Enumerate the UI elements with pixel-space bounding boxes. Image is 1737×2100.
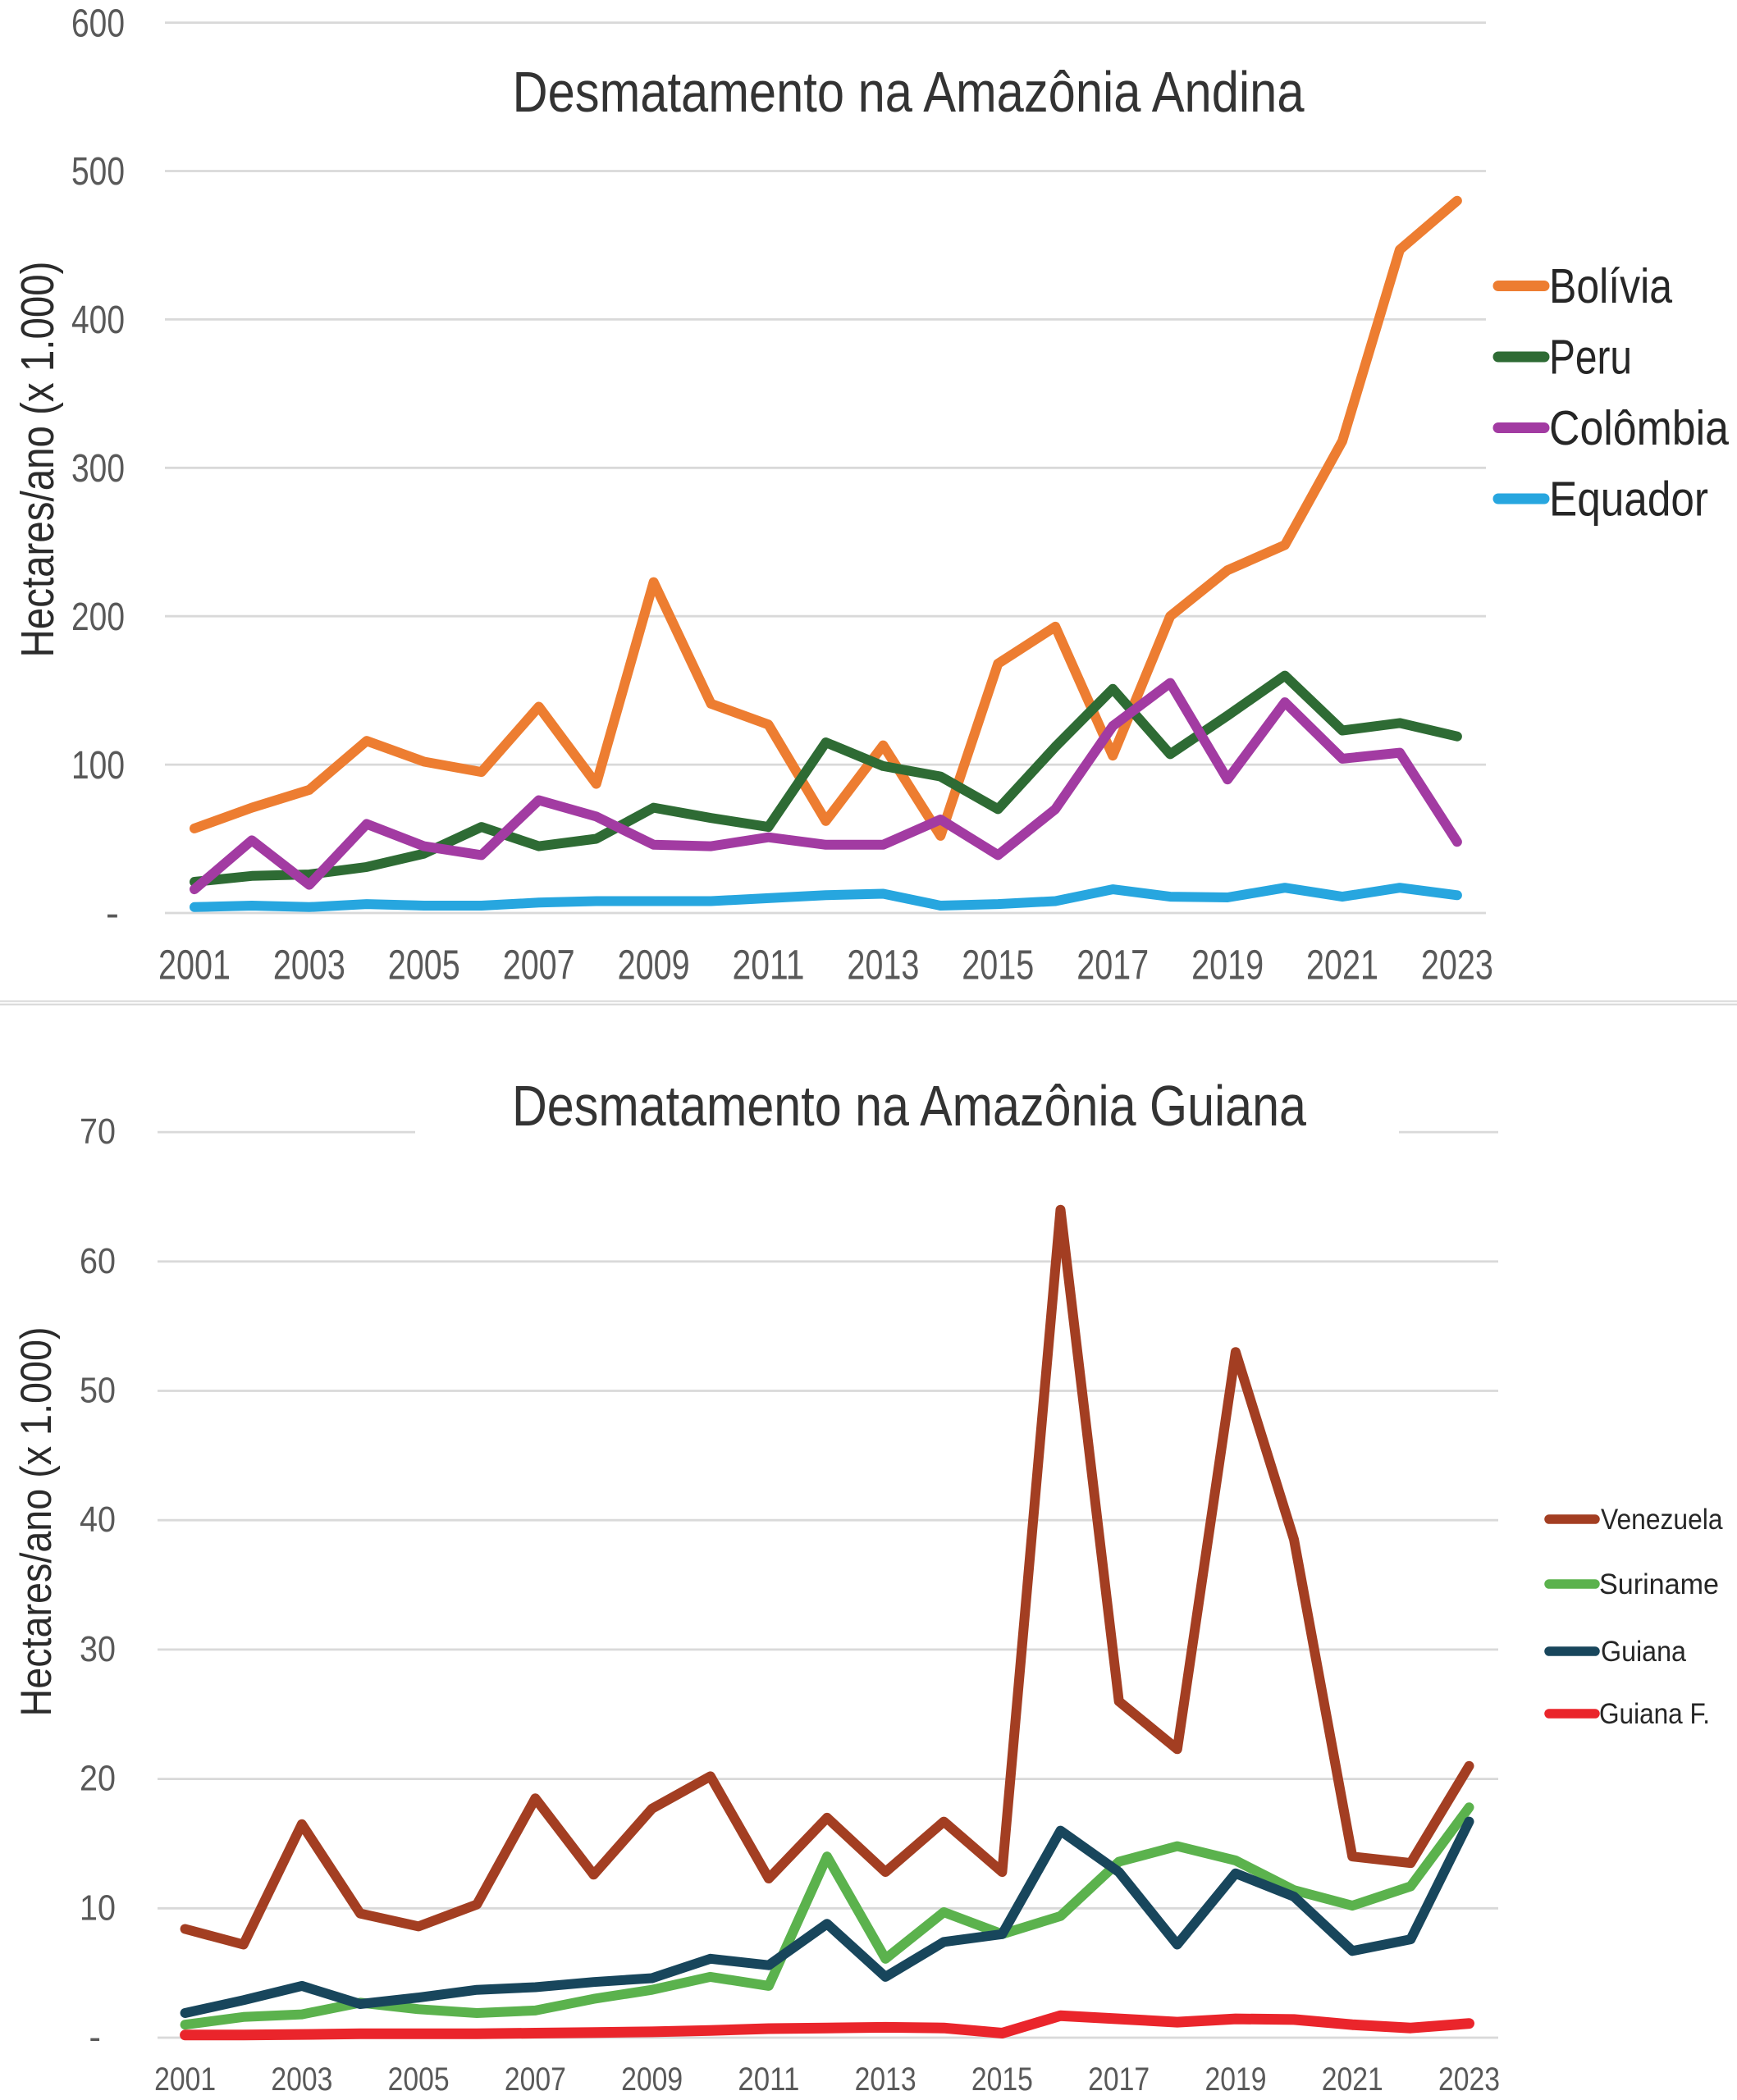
- svg-text:2011: 2011: [733, 942, 805, 988]
- svg-text:2013: 2013: [855, 2061, 916, 2098]
- svg-text:2003: 2003: [271, 2061, 332, 2098]
- svg-text:Bolívia: Bolívia: [1549, 259, 1672, 313]
- svg-text:2003: 2003: [273, 942, 345, 988]
- svg-text:2005: 2005: [388, 942, 460, 988]
- svg-text:40: 40: [80, 1500, 116, 1540]
- svg-text:600: 600: [71, 1, 125, 45]
- svg-text:2009: 2009: [621, 2061, 683, 2098]
- svg-text:20: 20: [80, 1759, 116, 1799]
- svg-text:Desmatamento na Amazônia Andin: Desmatamento na Amazônia Andina: [513, 60, 1305, 124]
- svg-text:Peru: Peru: [1549, 331, 1632, 385]
- svg-text:2019: 2019: [1191, 942, 1264, 988]
- svg-text:2009: 2009: [618, 942, 690, 988]
- svg-text:Hectares/ano (x 1.000): Hectares/ano (x 1.000): [12, 1327, 61, 1717]
- svg-text:2021: 2021: [1322, 2061, 1383, 2098]
- svg-text:500: 500: [71, 149, 125, 194]
- svg-text:Desmatamento na Amazônia Guian: Desmatamento na Amazônia Guiana: [512, 1074, 1306, 1138]
- svg-text:Equador: Equador: [1549, 472, 1708, 527]
- svg-text:-: -: [89, 2017, 101, 2057]
- svg-text:30: 30: [80, 1629, 116, 1669]
- svg-text:300: 300: [71, 446, 125, 491]
- svg-text:2023: 2023: [1438, 2061, 1500, 2098]
- svg-text:Suriname: Suriname: [1599, 1568, 1719, 1600]
- svg-text:Venezuela: Venezuela: [1601, 1504, 1723, 1536]
- svg-text:2017: 2017: [1088, 2061, 1150, 2098]
- svg-text:2001: 2001: [154, 2061, 216, 2098]
- svg-text:2015: 2015: [962, 942, 1034, 988]
- svg-text:70: 70: [80, 1112, 116, 1152]
- svg-text:50: 50: [80, 1371, 116, 1411]
- svg-text:2019: 2019: [1204, 2061, 1266, 2098]
- svg-text:60: 60: [80, 1241, 116, 1281]
- svg-text:2001: 2001: [158, 942, 231, 988]
- svg-text:2013: 2013: [847, 942, 919, 988]
- svg-text:2021: 2021: [1306, 942, 1378, 988]
- svg-text:Hectares/ano (x 1.000): Hectares/ano (x 1.000): [11, 262, 64, 658]
- svg-text:Guiana F.: Guiana F.: [1599, 1698, 1710, 1730]
- svg-text:Guiana: Guiana: [1601, 1636, 1686, 1668]
- svg-text:100: 100: [71, 743, 125, 788]
- svg-text:Colômbia: Colômbia: [1549, 401, 1729, 455]
- svg-text:2023: 2023: [1421, 942, 1493, 988]
- svg-text:2017: 2017: [1076, 942, 1149, 988]
- svg-text:2011: 2011: [738, 2061, 799, 2098]
- svg-text:-: -: [106, 892, 119, 936]
- svg-text:2005: 2005: [388, 2061, 450, 2098]
- svg-text:400: 400: [71, 298, 125, 342]
- svg-text:2007: 2007: [503, 942, 575, 988]
- svg-text:200: 200: [71, 595, 125, 639]
- svg-text:2007: 2007: [505, 2061, 566, 2098]
- svg-text:2015: 2015: [971, 2061, 1033, 2098]
- svg-text:10: 10: [80, 1888, 116, 1928]
